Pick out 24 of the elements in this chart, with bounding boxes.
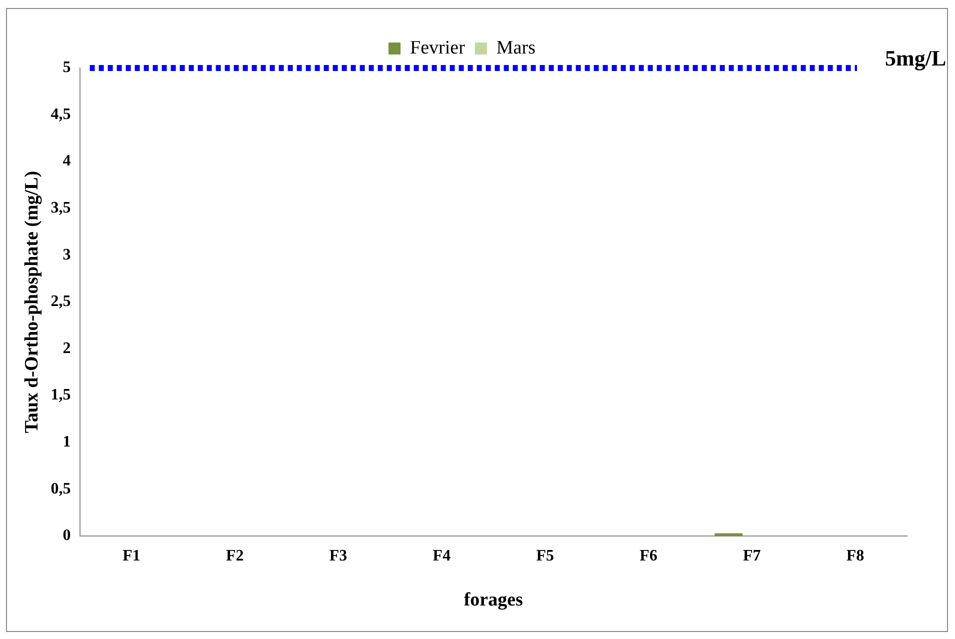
y-tick-label: 4,5 [50, 106, 71, 123]
x-tick-label: F7 [743, 548, 761, 565]
y-tick-label: 5 [62, 59, 71, 76]
x-tick-label: F8 [846, 548, 864, 565]
ref-line-label: 5mg/L [885, 46, 946, 71]
x-tick-label: F1 [122, 548, 140, 565]
x-tick-label: F6 [640, 548, 658, 565]
x-tick-label: F2 [226, 548, 244, 565]
y-tick-label: 1,5 [50, 386, 71, 404]
y-tick-label: 0 [62, 527, 71, 544]
legend-label: Fevrier [410, 37, 466, 58]
legend-label: Mars [496, 37, 536, 58]
y-axis-title: Taux d-Ortho-phosphate (mg/L) [21, 170, 42, 434]
y-tick-label: 3,5 [50, 200, 71, 217]
x-tick-label: F3 [329, 548, 348, 565]
x-axis-title: forages [464, 590, 523, 611]
y-tick-label: 2 [62, 340, 71, 357]
y-tick-label: 3 [62, 246, 71, 264]
x-tick-label: F4 [432, 548, 451, 565]
x-tick-label: F5 [536, 548, 554, 565]
y-tick-label: 1 [62, 434, 71, 451]
y-tick-label: 4 [62, 152, 71, 170]
y-tick-label: 0,5 [50, 480, 71, 498]
y-tick-label: 2,5 [50, 293, 71, 310]
